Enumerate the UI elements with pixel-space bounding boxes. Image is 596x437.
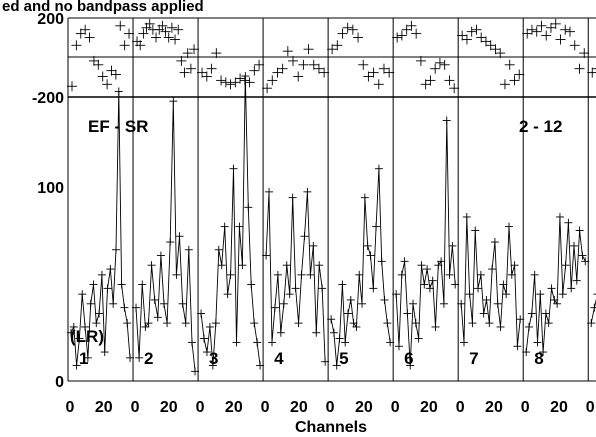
- amp-series-panel-4: [262, 187, 330, 366]
- amp-line: [590, 298, 596, 324]
- panel-frames: [67, 17, 596, 382]
- phase-series-panel-4: [262, 44, 330, 94]
- phase-series-panel-7: [457, 24, 525, 90]
- phase-ytick-bottom: -200: [32, 90, 64, 107]
- panel-number-2: 2: [144, 349, 153, 368]
- x-tick-20: 20: [420, 399, 438, 416]
- amplitude-series-layer: [67, 72, 596, 376]
- x-tick-0: 0: [261, 399, 270, 416]
- x-tick-0: 0: [521, 399, 530, 416]
- phase-series-panel-6: [392, 20, 460, 94]
- amp-line: [200, 76, 261, 366]
- amp-series-panel-1: [67, 87, 135, 370]
- amp-line: [525, 216, 586, 353]
- x-axis-label: Channels: [295, 419, 367, 436]
- panel-number-8: 8: [534, 349, 543, 368]
- phase-series-panel-3: [197, 48, 265, 90]
- x-tick-20: 20: [355, 399, 373, 416]
- phase-ytick-top: 200: [37, 11, 64, 28]
- x-tick-20: 20: [485, 399, 503, 416]
- amp-ytick-0: 0: [55, 374, 64, 391]
- panel-number-6: 6: [404, 349, 413, 368]
- amp-series-panel-9: [587, 293, 596, 328]
- x-tick-0: 0: [586, 399, 595, 416]
- panel-number-5: 5: [339, 349, 348, 368]
- x-tick-20: 20: [290, 399, 308, 416]
- panel-number-7: 7: [469, 349, 478, 368]
- phase-series-panel-2: [132, 18, 200, 78]
- amp-series-panel-3: [197, 72, 265, 370]
- phase-series-panel-8: [522, 18, 590, 74]
- panel-number-4: 4: [274, 349, 284, 368]
- amp-ytick-100: 100: [37, 180, 64, 197]
- x-tick-20: 20: [225, 399, 243, 416]
- amp-line: [395, 120, 456, 366]
- band-range-label: 2 - 12: [519, 117, 562, 136]
- amp-series-panel-2: [132, 97, 200, 376]
- chart-title-fragment: ed and no bandpass applied: [2, 0, 204, 15]
- panel-number-labels: 1 2 3 4 5 6 7 8: [79, 349, 544, 368]
- phase-series-layer: [67, 18, 596, 94]
- x-tick-0: 0: [131, 399, 140, 416]
- amp-series-panel-6: [392, 116, 460, 370]
- phase-series-panel-5: [327, 22, 395, 90]
- x-tick-0: 0: [326, 399, 335, 416]
- x-tick-20: 20: [550, 399, 568, 416]
- x-tick-20: 20: [95, 399, 113, 416]
- amp-series-panel-8: [522, 212, 590, 357]
- x-tick-0: 0: [456, 399, 465, 416]
- amp-line: [135, 101, 196, 372]
- amp-line: [70, 91, 131, 366]
- amp-series-panel-5: [327, 164, 395, 370]
- polarization-label: (LR): [70, 327, 104, 346]
- panel-number-3: 3: [209, 349, 218, 368]
- phase-series-panel-1: [67, 20, 135, 92]
- x-tick-0: 0: [196, 399, 205, 416]
- x-tick-20: 20: [160, 399, 178, 416]
- baseline-label: EF - SR: [88, 117, 148, 136]
- amp-line: [460, 216, 521, 347]
- amp-series-panel-7: [457, 212, 525, 351]
- panel-number-1: 1: [79, 349, 88, 368]
- amp-line: [330, 168, 391, 366]
- x-tick-labels: 0 20 0 20 0 20 0 20 0 20 0 20 0 20 0 20 0: [66, 399, 595, 416]
- x-tick-0: 0: [66, 399, 75, 416]
- x-tick-0: 0: [391, 399, 400, 416]
